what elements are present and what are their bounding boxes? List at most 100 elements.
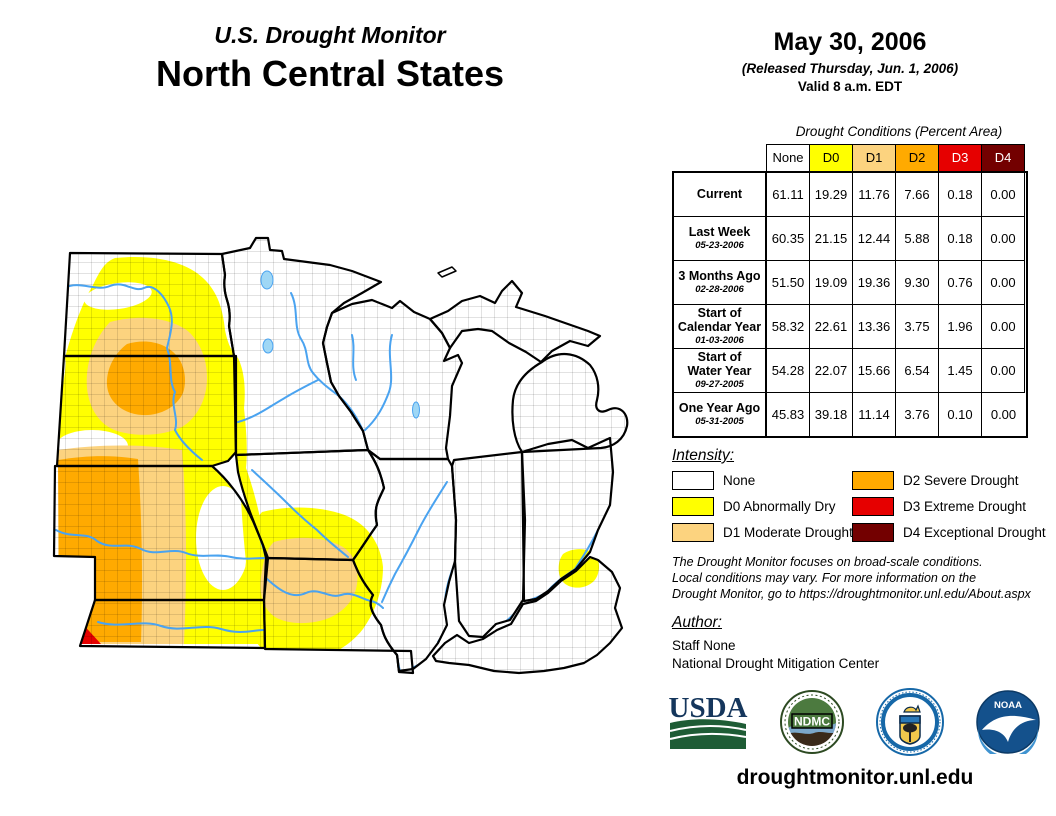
row-label: 3 Months Ago 02-28-2006 (674, 260, 767, 304)
table-value: 12.44 (853, 216, 896, 260)
row-date: 05-31-2005 (695, 416, 744, 428)
table-value: 0.10 (939, 392, 982, 436)
row-label: Last Week 05-23-2006 (674, 216, 767, 260)
lake-winnebago (412, 401, 420, 419)
missouri-river-dakotas (63, 283, 203, 461)
noaa-logo-text: NOAA (994, 700, 1022, 711)
table-value: 13.36 (853, 304, 896, 348)
legend-item: D1 Moderate Drought (672, 523, 853, 542)
commerce-seal-logo (876, 688, 944, 756)
column-header-d0: D0 (809, 144, 853, 172)
table-value: 0.00 (982, 392, 1025, 436)
minnesota-river (237, 379, 319, 423)
row-label-line: Calendar Year (677, 319, 762, 334)
disclaimer-line: Local conditions may vary. For more info… (672, 571, 977, 585)
row-label: One Year Ago 05-31-2005 (674, 392, 767, 436)
wisconsin-river (364, 334, 393, 431)
row-date: 02-28-2006 (695, 284, 744, 296)
table-value: 15.66 (853, 348, 896, 392)
column-header-d4: D4 (981, 144, 1025, 172)
legend-label: D0 Abnormally Dry (723, 499, 836, 514)
kansas-river (97, 621, 264, 633)
disclaimer-text: The Drought Monitor focuses on broad-sca… (672, 554, 1044, 602)
row-label: Current (674, 173, 767, 216)
table-value: 60.35 (767, 216, 810, 260)
table-value: 22.61 (810, 304, 853, 348)
isle-royale (437, 266, 457, 278)
footer-url: droughtmonitor.unl.edu (736, 766, 974, 789)
ndmc-logo-text: NDMC (794, 715, 830, 729)
row-label-line: Current (696, 186, 743, 201)
north-central-states-map (52, 236, 629, 675)
drought-table-header: None D0 D1 D2 D3 D4 (672, 144, 1028, 172)
platte-river (55, 529, 265, 560)
state-border-layer (52, 236, 629, 675)
row-label-line: Water Year (687, 363, 752, 378)
table-value: 39.18 (810, 392, 853, 436)
table-value: 0.76 (939, 260, 982, 304)
legend-swatch (852, 471, 894, 490)
legend-item: None (672, 471, 853, 490)
legend-item: D4 Exceptional Drought (852, 523, 1046, 542)
column-header-none: None (766, 144, 810, 172)
table-value: 21.15 (810, 216, 853, 260)
table-value: 22.07 (810, 348, 853, 392)
des-moines-river (251, 469, 349, 558)
table-value: 11.76 (853, 173, 896, 216)
table-value: 61.11 (767, 173, 810, 216)
legend-item: D2 Severe Drought (852, 471, 1046, 490)
table-value: 0.00 (982, 260, 1025, 304)
row-label-line: Start of (697, 350, 742, 364)
column-header-d3: D3 (938, 144, 982, 172)
legend-label: None (723, 473, 756, 488)
legend-swatch (852, 523, 894, 542)
table-value: 0.00 (982, 348, 1025, 392)
usda-logo: USDA (669, 692, 748, 749)
table-value: 0.00 (982, 216, 1025, 260)
table-value: 5.88 (896, 216, 939, 260)
row-label-line: Start of (697, 306, 742, 320)
row-label-line: One Year Ago (678, 400, 761, 415)
usda-logo-text: USDA (669, 692, 748, 724)
table-value: 6.54 (896, 348, 939, 392)
table-value: 19.36 (853, 260, 896, 304)
table-value: 1.45 (939, 348, 982, 392)
legend-swatch (672, 523, 714, 542)
legend-swatch (672, 497, 714, 516)
drought-table-body: Current 61.11 19.29 11.76 7.66 0.18 0.00 Last W… (672, 171, 1028, 438)
table-value: 0.18 (939, 173, 982, 216)
table-value: 3.75 (896, 304, 939, 348)
lakes-layer (260, 270, 420, 419)
table-value: 0.00 (982, 304, 1025, 348)
author-org: National Drought Mitigation Center (672, 656, 880, 671)
row-date: 05-23-2006 (695, 240, 744, 252)
mille-lacs-lake (262, 338, 274, 354)
legend-label: D1 Moderate Drought (723, 525, 853, 540)
legend-heading: Intensity: (672, 447, 735, 464)
title-block: U.S. Drought Monitor North Central State… (0, 22, 660, 95)
table-value: 19.09 (810, 260, 853, 304)
legend-column-left: None D0 Abnormally Dry D1 Moderate Drought (672, 471, 853, 542)
valid-time: Valid 8 a.m. EDT (797, 79, 903, 94)
row-label: Start of Water Year 09-27-2005 (674, 348, 767, 392)
legend-label: D3 Extreme Drought (903, 499, 1027, 514)
table-value: 11.14 (853, 392, 896, 436)
table-value: 0.18 (939, 216, 982, 260)
date-block: May 30, 2006 (Released Thursday, Jun. 1,… (670, 28, 1030, 94)
illinois-river (381, 481, 448, 603)
report-title: U.S. Drought Monitor (214, 22, 446, 48)
row-label-line: 3 Months Ago (678, 268, 761, 283)
legend-item: D0 Abnormally Dry (672, 497, 853, 516)
table-value: 19.29 (810, 173, 853, 216)
author-heading: Author: (672, 614, 722, 631)
disclaimer-line: Drought Monitor, go to https://droughtmo… (672, 587, 1031, 601)
release-date: (Released Thursday, Jun. 1, 2006) (741, 61, 959, 76)
table-value: 51.50 (767, 260, 810, 304)
red-lake (260, 270, 274, 290)
region-title: North Central States (155, 53, 505, 94)
map-date: May 30, 2006 (773, 28, 927, 56)
table-value: 3.76 (896, 392, 939, 436)
row-date: 09-27-2005 (695, 379, 744, 390)
header-blank-cell (672, 144, 767, 172)
